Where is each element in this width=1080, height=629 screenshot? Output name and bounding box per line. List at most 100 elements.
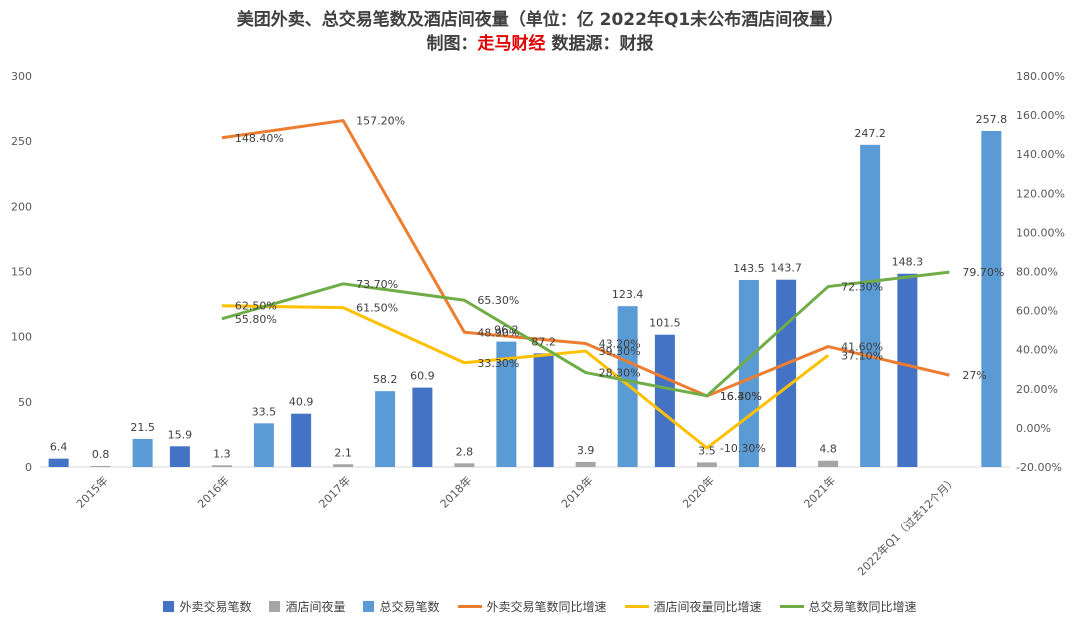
bar-data-label: 0.8	[92, 448, 110, 461]
bar-data-label: 148.3	[892, 256, 924, 269]
bar	[575, 461, 596, 467]
y2-tick-label: -20.00%	[1016, 461, 1062, 474]
bar	[696, 462, 717, 467]
line-data-label: 33.30%	[477, 357, 519, 370]
bar	[454, 463, 475, 467]
chart-title-block: 美团外卖、总交易笔数及酒店间夜量（单位：亿 2022年Q1未公布酒店间夜量） 制…	[0, 8, 1080, 56]
legend-item: 总交易笔数同比增速	[779, 598, 917, 615]
legend-label: 酒店间夜量	[285, 600, 346, 614]
y-tick-label: 300	[11, 70, 32, 83]
subtitle-brand: 走马财经	[477, 34, 546, 54]
y-tick-label: 0	[25, 461, 32, 474]
line-data-label: 65.30%	[477, 294, 519, 307]
y-tick-label: 150	[11, 266, 32, 279]
legend-item: 总交易笔数	[363, 598, 440, 615]
line-data-label: 72.30%	[841, 281, 883, 294]
line-data-label: 79.70%	[962, 266, 1004, 279]
y2-tick-label: 40.00%	[1016, 344, 1058, 357]
bar	[169, 446, 190, 467]
bar-data-label: 15.9	[168, 428, 193, 441]
line-data-label: 62.50%	[235, 300, 277, 313]
y2-tick-label: 60.00%	[1016, 305, 1058, 318]
bar-data-label: 247.2	[854, 127, 886, 140]
bar-data-label: 1.3	[213, 447, 231, 460]
line-data-label: 27%	[962, 369, 986, 382]
chart-legend: 外卖交易笔数 酒店间夜量 总交易笔数 外卖交易笔数同比增速 酒店间夜量同比增速 总交易笔数…	[0, 598, 1080, 615]
bar-data-label: 101.5	[649, 317, 681, 330]
line-data-label: 41.60%	[841, 341, 883, 354]
legend-label: 外卖交易笔数	[179, 600, 252, 614]
bar	[533, 353, 554, 467]
line-data-label: 73.70%	[356, 278, 398, 291]
bar	[412, 387, 433, 467]
y2-tick-label: 160.00%	[1016, 109, 1065, 122]
legend-swatch	[779, 605, 804, 608]
bar	[333, 464, 354, 467]
line-data-label: 39.30%	[599, 345, 641, 358]
x-tick-label: 2016年	[195, 473, 232, 510]
y2-tick-label: 120.00%	[1016, 187, 1065, 200]
bar-data-label: 87.2	[531, 335, 556, 348]
data-label-group: 6.4 15.9 40.9 60.9 87.2 101.5 143.7 148.3 0.8 1.3…	[50, 113, 1007, 461]
line-data-label: 37.10%	[841, 349, 883, 362]
series-line	[221, 270, 950, 398]
line-data-label: 55.80%	[235, 313, 277, 326]
bar	[776, 279, 797, 467]
bar	[291, 413, 312, 467]
legend-swatch	[363, 601, 375, 612]
x-tick-label: 2022年Q1（过去12个月）	[854, 473, 959, 578]
bar-data-label: 4.8	[819, 443, 837, 456]
bar-data-label: 33.5	[252, 405, 277, 418]
bar	[496, 341, 517, 467]
subtitle-prefix: 制图：	[426, 34, 478, 54]
line-data-label: 157.20%	[356, 115, 405, 128]
bar	[654, 334, 675, 467]
y2-tick-label: 180.00%	[1016, 70, 1065, 83]
x-tick-label: 2020年	[680, 473, 717, 510]
line-data-label: 61.50%	[356, 302, 398, 315]
x-tick-label: 2019年	[558, 473, 595, 510]
bar	[617, 306, 638, 467]
bar-data-label: 3.9	[577, 444, 595, 457]
legend-swatch	[269, 601, 281, 612]
bar-data-label: 6.4	[50, 441, 68, 454]
bar-data-label: 58.2	[373, 373, 398, 386]
bar-data-label: 143.5	[733, 262, 765, 275]
series-line	[221, 119, 950, 398]
line-series-group	[221, 119, 950, 450]
bar	[981, 131, 1002, 467]
bar-data-label: 123.4	[612, 288, 644, 301]
legend-label: 外卖交易笔数同比增速	[486, 600, 607, 614]
legend-label: 总交易笔数	[379, 600, 440, 614]
bar-data-label: 143.7	[770, 262, 802, 275]
y-tick-label: 250	[11, 135, 32, 148]
bar	[738, 279, 759, 467]
x-tick-label: 2021年	[801, 473, 838, 510]
line-data-label: -10.30%	[720, 442, 766, 455]
bar	[211, 465, 232, 467]
bar-data-label: 2.1	[334, 446, 352, 459]
bar	[132, 438, 153, 467]
legend-item: 酒店间夜量同比增速	[624, 598, 762, 615]
bar-data-label: 96.2	[494, 324, 519, 337]
bar-data-label: 257.8	[976, 113, 1008, 126]
line-data-label: 43.20%	[599, 337, 641, 350]
bar-data-label: 40.9	[289, 396, 314, 409]
x-tick-label: 2017年	[316, 473, 353, 510]
x-tick-label: 2015年	[73, 473, 110, 510]
y-tick-label: 100	[11, 331, 32, 344]
bar-data-label: 60.9	[410, 370, 435, 383]
subtitle-source: 数据源：财报	[545, 34, 654, 54]
legend-label: 总交易笔数同比增速	[808, 600, 917, 614]
legend-label: 酒店间夜量同比增速	[653, 600, 762, 614]
y-tick-label: 50	[18, 396, 32, 409]
bar	[375, 391, 396, 467]
chart-title: 美团外卖、总交易笔数及酒店间夜量（单位：亿 2022年Q1未公布酒店间夜量）	[236, 10, 844, 30]
x-tick-label: 2018年	[437, 473, 474, 510]
y2-tick-label: 20.00%	[1016, 383, 1058, 396]
bar	[48, 458, 69, 467]
bar	[253, 423, 274, 467]
line-data-label: 48.90%	[477, 326, 519, 339]
bar-series-group	[48, 131, 1002, 468]
y2-tick-label: 100.00%	[1016, 226, 1065, 239]
